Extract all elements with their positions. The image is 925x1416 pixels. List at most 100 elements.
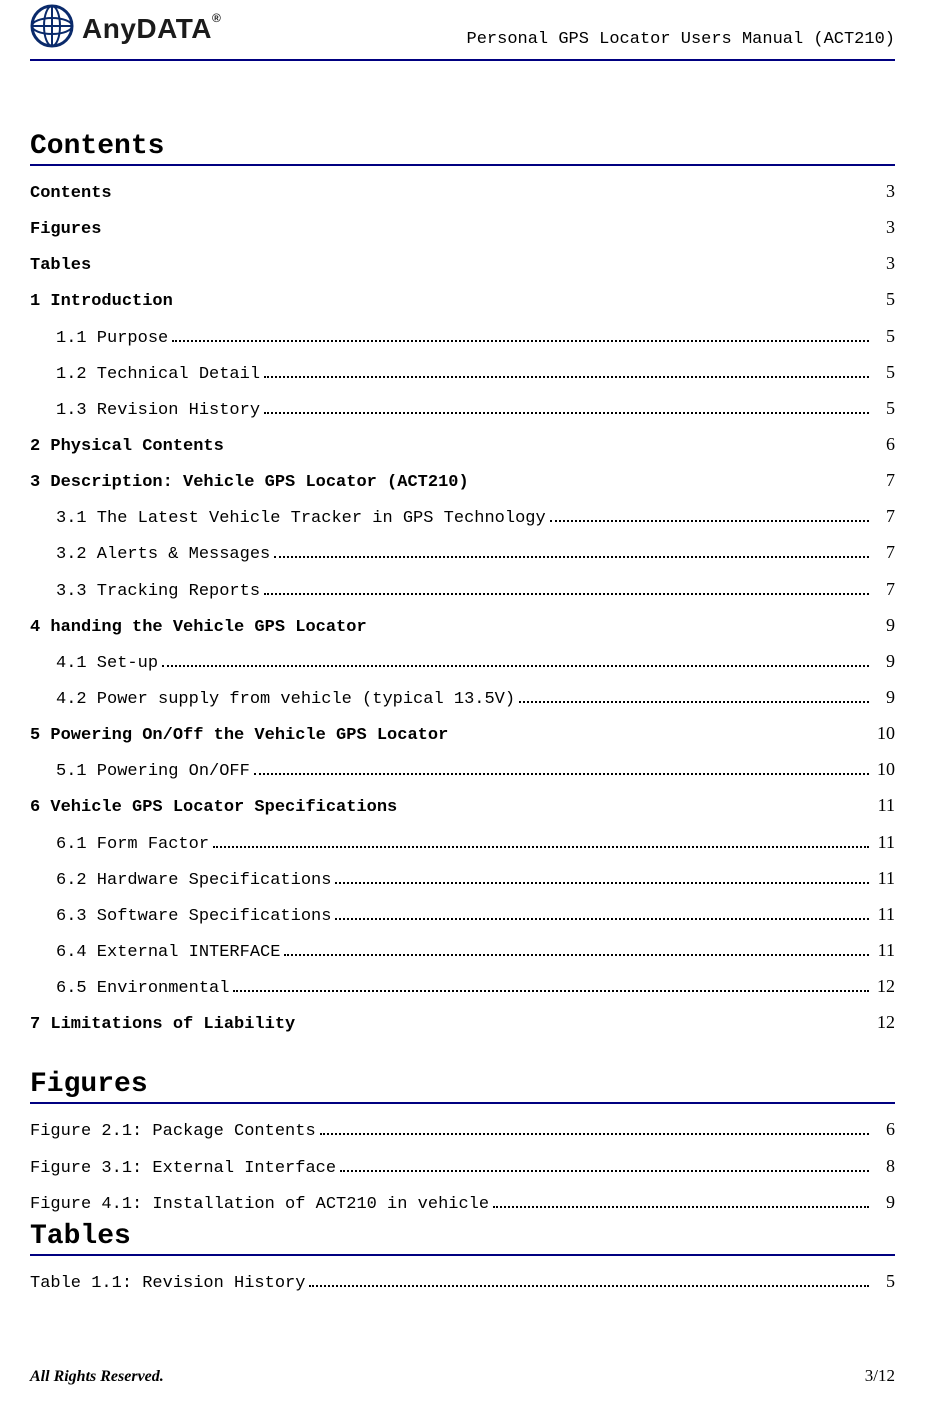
toc-label: 2 Physical Contents	[30, 430, 224, 463]
toc-entry[interactable]: 1 Introduction 5	[30, 282, 895, 318]
figure-entry[interactable]: Figure 2.1: Package Contents 6	[30, 1112, 895, 1148]
toc-leader	[335, 882, 869, 884]
toc-entry[interactable]: 4 handing the Vehicle GPS Locator 9	[30, 608, 895, 644]
toc-page: 3	[873, 174, 895, 209]
toc-leader	[340, 1170, 869, 1172]
toc-page: 11	[873, 933, 895, 968]
page: AnyDATA® Personal GPS Locator Users Manu…	[0, 0, 925, 1416]
figure-page: 8	[873, 1149, 895, 1184]
table-page: 5	[873, 1264, 895, 1299]
logo-brand: AnyDATA	[82, 13, 212, 44]
logo: AnyDATA®	[30, 4, 221, 53]
toc-label: 3.1 The Latest Vehicle Tracker in GPS Te…	[56, 502, 546, 535]
toc-label: 6.1 Form Factor	[56, 828, 209, 861]
toc-entry[interactable]: Figures 3	[30, 210, 895, 246]
toc-label: 4.1 Set-up	[56, 647, 158, 680]
toc-entry[interactable]: Contents3	[30, 174, 895, 210]
toc-tables-list: Table 1.1: Revision History5	[30, 1264, 895, 1300]
toc-entry[interactable]: 1.1 Purpose 5	[30, 319, 895, 355]
toc-label: 3 Description: Vehicle GPS Locator (ACT2…	[30, 466, 469, 499]
registered-icon: ®	[212, 11, 221, 25]
figure-label: Figure 3.1: External Interface	[30, 1152, 336, 1185]
toc-page: 6	[873, 427, 895, 462]
toc-entry[interactable]: 4.2 Power supply from vehicle (typical 1…	[30, 680, 895, 716]
toc-entry[interactable]: 1.3 Revision History 5	[30, 391, 895, 427]
toc-entry[interactable]: 3 Description: Vehicle GPS Locator (ACT2…	[30, 463, 895, 499]
toc-page: 5	[873, 319, 895, 354]
toc-leader	[254, 773, 869, 775]
toc-leader	[335, 918, 869, 920]
toc-leader	[550, 520, 869, 522]
toc-label: 1 Introduction	[30, 285, 173, 318]
toc-leader	[493, 1206, 869, 1208]
toc-figures-list: Figure 2.1: Package Contents6Figure 3.1:…	[30, 1112, 895, 1220]
toc-label: 6 Vehicle GPS Locator Specifications	[30, 791, 397, 824]
toc-entry[interactable]: 6 Vehicle GPS Locator Specifications 11	[30, 788, 895, 824]
figures-heading: Figures	[30, 1069, 895, 1104]
toc-label: 6.2 Hardware Specifications	[56, 864, 331, 897]
toc-entry[interactable]: 6.4 External INTERFACE11	[30, 933, 895, 969]
toc-page: 5	[873, 391, 895, 426]
tables-heading: Tables	[30, 1221, 895, 1256]
globe-icon	[30, 4, 74, 53]
toc-page: 12	[873, 1005, 895, 1040]
toc-entry[interactable]: 6.5 Environmental 12	[30, 969, 895, 1005]
figure-page: 9	[873, 1185, 895, 1220]
figure-entry[interactable]: Figure 4.1: Installation of ACT210 in ve…	[30, 1185, 895, 1221]
toc-entry[interactable]: 3.2 Alerts & Messages 7	[30, 535, 895, 571]
toc-page: 11	[873, 788, 895, 823]
toc-contents-list: Contents3Figures3Tables31 Introduction51…	[30, 174, 895, 1041]
toc-entry[interactable]: 3.3 Tracking Reports7	[30, 572, 895, 608]
figure-entry[interactable]: Figure 3.1: External Interface 8	[30, 1149, 895, 1185]
toc-page: 10	[873, 752, 895, 787]
toc-page: 3	[873, 246, 895, 281]
toc-leader	[213, 846, 869, 848]
toc-page: 7	[873, 499, 895, 534]
toc-entry[interactable]: 1.2 Technical Detail 5	[30, 355, 895, 391]
toc-label: 5.1 Powering On/OFF	[56, 755, 250, 788]
figure-label: Figure 4.1: Installation of ACT210 in ve…	[30, 1188, 489, 1221]
toc-page: 7	[873, 535, 895, 570]
toc-entry[interactable]: Tables3	[30, 246, 895, 282]
toc-entry[interactable]: 5 Powering On/Off the Vehicle GPS Locato…	[30, 716, 895, 752]
toc-leader	[519, 701, 869, 703]
toc-page: 9	[873, 608, 895, 643]
toc-entry[interactable]: 6.3 Software Specifications11	[30, 897, 895, 933]
toc-page: 11	[873, 825, 895, 860]
toc-label: 1.1 Purpose	[56, 322, 168, 355]
toc-page: 12	[873, 969, 895, 1004]
toc-entry[interactable]: 5.1 Powering On/OFF 10	[30, 752, 895, 788]
logo-text: AnyDATA®	[82, 13, 221, 45]
toc-label: 4 handing the Vehicle GPS Locator	[30, 611, 367, 644]
toc-label: 7 Limitations of Liability	[30, 1008, 295, 1041]
toc-label: 1.2 Technical Detail	[56, 358, 260, 391]
toc-page: 3	[873, 210, 895, 245]
page-header: AnyDATA® Personal GPS Locator Users Manu…	[30, 0, 895, 61]
toc-label: 1.3 Revision History	[56, 394, 260, 427]
toc-label: Figures	[30, 213, 101, 246]
toc-entry[interactable]: 4.1 Set-up9	[30, 644, 895, 680]
toc-entry[interactable]: 6.2 Hardware Specifications11	[30, 861, 895, 897]
table-entry[interactable]: Table 1.1: Revision History5	[30, 1264, 895, 1300]
toc-leader	[233, 990, 869, 992]
footer-page-number: 3/12	[865, 1366, 895, 1386]
toc-label: 3.2 Alerts & Messages	[56, 538, 270, 571]
figure-label: Figure 2.1: Package Contents	[30, 1115, 316, 1148]
toc-entry[interactable]: 3.1 The Latest Vehicle Tracker in GPS Te…	[30, 499, 895, 535]
toc-entry[interactable]: 7 Limitations of Liability 12	[30, 1005, 895, 1041]
toc-label: 5 Powering On/Off the Vehicle GPS Locato…	[30, 719, 448, 752]
toc-leader	[309, 1285, 869, 1287]
figure-page: 6	[873, 1112, 895, 1147]
contents-heading: Contents	[30, 131, 895, 166]
page-footer: All Rights Reserved. 3/12	[30, 1326, 895, 1386]
toc-label: 6.5 Environmental	[56, 972, 229, 1005]
toc-leader	[284, 954, 869, 956]
toc-leader	[274, 556, 869, 558]
toc-label: 4.2 Power supply from vehicle (typical 1…	[56, 683, 515, 716]
toc-page: 5	[873, 355, 895, 390]
toc-entry[interactable]: 2 Physical Contents 6	[30, 427, 895, 463]
toc-entry[interactable]: 6.1 Form Factor 11	[30, 825, 895, 861]
toc-leader	[264, 376, 869, 378]
toc-page: 5	[873, 282, 895, 317]
document-title: Personal GPS Locator Users Manual (ACT21…	[467, 30, 895, 53]
